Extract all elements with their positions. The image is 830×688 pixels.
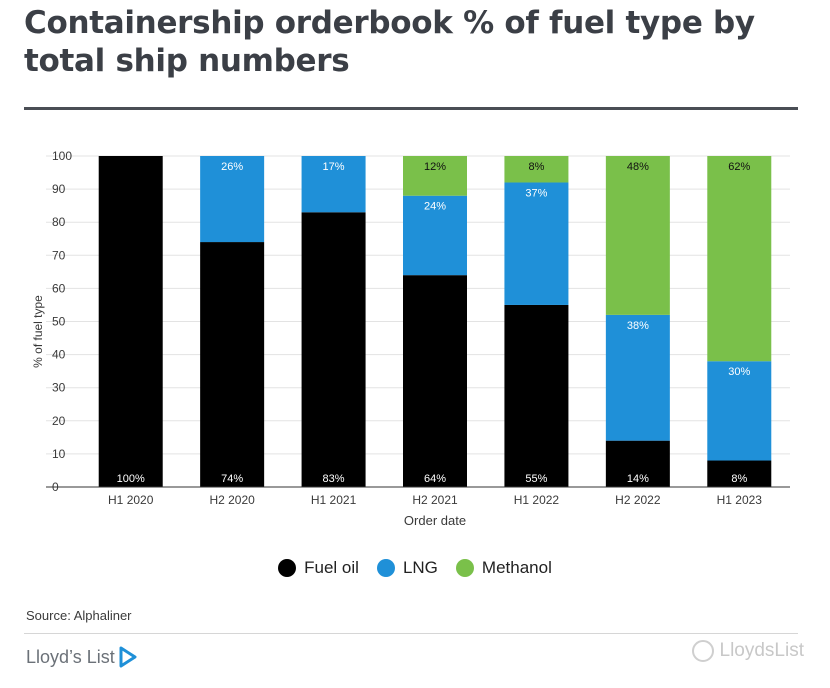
wechat-icon [691, 640, 714, 662]
y-tick-label: 90 [52, 182, 66, 196]
data-label: 14% [627, 473, 649, 485]
y-tick-label: 60 [52, 281, 66, 295]
x-tick-label: H1 2020 [108, 493, 154, 507]
y-tick-label: 20 [52, 414, 66, 428]
data-label: 100% [117, 473, 145, 485]
legend: Fuel oil LNG Methanol [0, 555, 830, 581]
bar-fuel-oil [707, 460, 772, 487]
x-axis-label: Order date [404, 513, 466, 528]
data-label: 24% [424, 201, 446, 213]
x-tick-label: H2 2021 [412, 493, 458, 507]
data-label: 38% [627, 320, 649, 332]
brand-name: Lloyd’s List [26, 646, 115, 667]
brand-arrow-icon [119, 646, 137, 668]
bar-fuel-oil [98, 156, 163, 487]
y-axis-label: % of fuel type [31, 295, 45, 368]
data-label: 74% [221, 473, 243, 485]
bar-fuel-oil [200, 242, 265, 487]
y-tick-label: 50 [52, 315, 66, 329]
bar-lng [707, 361, 772, 461]
watermark-text: LloydsList [719, 640, 805, 661]
y-tick-label: 80 [52, 215, 66, 229]
data-label: 26% [221, 161, 243, 173]
bar-fuel-oil [301, 212, 366, 487]
data-label: 8% [528, 161, 544, 173]
chart-title: Containership orderbook % of fuel type b… [24, 5, 755, 79]
legend-label-methanol: Methanol [481, 558, 552, 577]
data-label: 48% [627, 161, 649, 173]
data-label: 64% [424, 473, 446, 485]
data-label: 8% [731, 473, 747, 485]
bar-lng [301, 156, 366, 213]
legend-item-fuel-oil: Fuel oil [278, 558, 359, 578]
data-label: 83% [323, 473, 345, 485]
y-tick-label: 40 [52, 348, 66, 362]
legend-swatch-lng [376, 559, 395, 577]
bar-lng [504, 182, 569, 305]
x-tick-label: H1 2022 [514, 493, 560, 507]
title-divider [24, 107, 798, 110]
y-tick-label: 10 [52, 447, 66, 461]
data-label: 55% [525, 473, 547, 485]
y-tick-label: 30 [52, 381, 66, 395]
data-label: 17% [323, 161, 345, 173]
bar-fuel-oil [605, 440, 670, 487]
bar-lng [403, 195, 467, 276]
legend-swatch-fuel-oil [278, 559, 297, 577]
x-tick-label: H1 2023 [717, 493, 763, 507]
footer-divider [24, 633, 798, 634]
x-tick-label: H2 2022 [615, 493, 661, 507]
y-tick-label: 70 [52, 248, 66, 262]
bar-fuel-oil [504, 304, 569, 487]
legend-label-fuel-oil: Fuel oil [304, 558, 359, 577]
watermark: LloydsList [691, 640, 805, 662]
bar-lng [605, 314, 670, 441]
source-note: Source: Alphaliner [26, 608, 132, 623]
brand-logo[interactable]: Lloyd’s List [26, 646, 137, 668]
legend-item-methanol: Methanol [455, 558, 552, 578]
bar-methanol [707, 156, 772, 362]
x-tick-label: H2 2020 [209, 493, 255, 507]
legend-label-lng: LNG [402, 558, 438, 577]
bar-lng [200, 156, 265, 243]
bar-methanol [403, 156, 467, 196]
bar-methanol [605, 156, 670, 315]
bar-fuel-oil [403, 275, 467, 487]
legend-swatch-methanol [455, 559, 474, 577]
data-label: 37% [525, 187, 547, 199]
data-label: 12% [424, 161, 446, 173]
legend-item-lng: LNG [376, 558, 438, 578]
data-label: 30% [728, 366, 750, 378]
y-tick-label: 100 [52, 149, 72, 163]
x-tick-label: H1 2021 [311, 493, 357, 507]
bar-methanol [504, 156, 569, 183]
data-label: 62% [728, 161, 750, 173]
